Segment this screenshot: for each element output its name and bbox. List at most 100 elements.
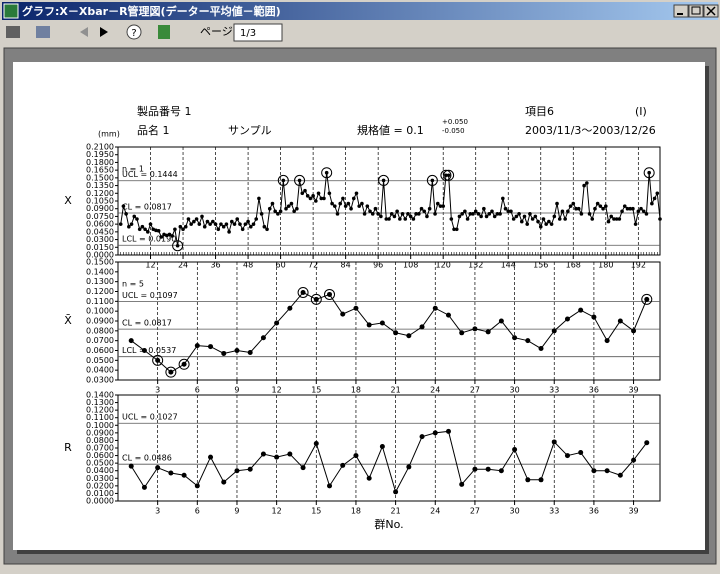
out-of-control-marker	[426, 174, 438, 186]
data-point	[379, 443, 385, 449]
data-point	[509, 209, 513, 214]
data-point	[349, 206, 353, 211]
data-point	[167, 232, 172, 237]
data-point	[224, 222, 229, 226]
x-tick-label: 39	[628, 386, 638, 395]
data-point	[162, 232, 166, 237]
minimize-button[interactable]	[673, 4, 689, 18]
data-point	[211, 219, 215, 224]
x-tick-label: 30	[509, 386, 519, 395]
data-point	[641, 209, 646, 214]
data-point	[571, 201, 576, 206]
exit-button[interactable]	[158, 25, 170, 39]
data-point	[208, 454, 214, 460]
data-point	[511, 217, 516, 221]
data-point	[208, 222, 212, 226]
zoom-button[interactable]	[36, 26, 50, 38]
data-point	[146, 230, 150, 234]
data-point	[238, 222, 242, 226]
out-of-control-marker	[643, 167, 655, 179]
data-point	[517, 212, 521, 216]
data-point	[387, 217, 391, 221]
data-line	[130, 430, 648, 494]
y-tick-label: 0.0500	[86, 459, 114, 468]
data-point	[381, 178, 386, 183]
data-point	[235, 217, 240, 221]
data-point	[338, 201, 343, 206]
data-point	[128, 338, 134, 344]
data-point	[181, 227, 185, 232]
data-point	[254, 217, 259, 221]
data-point	[240, 227, 245, 232]
data-point	[300, 289, 306, 295]
prev-button[interactable]	[80, 27, 88, 37]
data-point	[644, 296, 650, 302]
data-point	[327, 291, 333, 297]
data-point	[525, 338, 531, 344]
data-point	[609, 214, 614, 219]
data-point	[340, 462, 346, 468]
next-button[interactable]	[100, 27, 108, 37]
data-point	[257, 196, 261, 201]
data-point	[316, 191, 321, 196]
data-point	[366, 475, 372, 481]
data-point	[406, 212, 410, 216]
data-point	[202, 224, 207, 229]
help-button[interactable]	[126, 24, 142, 40]
y-tick-label: 0.1950	[86, 150, 114, 159]
data-point	[432, 430, 438, 436]
data-point	[340, 311, 346, 317]
x-tick-label: 12	[272, 507, 282, 516]
data-point	[644, 440, 650, 446]
data-point	[495, 212, 500, 216]
data-point	[465, 217, 470, 221]
data-point	[354, 191, 359, 196]
data-point	[568, 204, 573, 208]
data-point	[604, 468, 610, 474]
x-tick-label: 48	[243, 261, 253, 270]
y-tick-label: 0.0900	[86, 428, 114, 437]
data-point	[141, 484, 147, 490]
data-point	[173, 227, 177, 232]
product-no: 製品番号 1	[137, 104, 192, 118]
y-tick-label: 0.1300	[86, 398, 114, 407]
data-point	[430, 178, 435, 183]
data-point	[444, 173, 448, 178]
data-point	[400, 212, 405, 216]
data-line	[130, 291, 648, 373]
data-point	[373, 206, 378, 211]
data-point	[566, 209, 570, 214]
data-point	[234, 468, 240, 474]
data-point	[604, 338, 610, 344]
paper	[13, 62, 705, 550]
limit-label: CL = 0.0817	[122, 202, 172, 211]
data-point	[346, 201, 351, 206]
data-point	[471, 212, 475, 216]
data-point	[454, 227, 459, 232]
out-of-control-marker	[294, 174, 306, 186]
y-tick-label: 0.1350	[86, 181, 114, 190]
data-point	[143, 227, 147, 232]
data-point	[267, 206, 272, 211]
print-button[interactable]	[6, 26, 20, 38]
y-tick-label: 0.0300	[86, 474, 114, 483]
out-of-control-marker	[178, 358, 190, 370]
data-point	[551, 328, 557, 334]
data-point	[650, 201, 654, 206]
data-point	[538, 346, 544, 352]
data-point	[265, 227, 269, 232]
data-point	[433, 212, 437, 216]
data-point	[628, 206, 632, 211]
x-tick-label: 96	[373, 261, 383, 270]
data-point	[287, 305, 293, 311]
x-tick-label: 21	[391, 507, 401, 516]
data-point	[379, 214, 383, 219]
data-point	[159, 235, 164, 239]
data-point	[633, 222, 638, 226]
y-tick-label: 0.1400	[86, 267, 114, 276]
page-input[interactable]	[233, 23, 283, 42]
data-point	[604, 204, 608, 208]
x-tick-label: 6	[195, 507, 200, 516]
data-point	[189, 222, 193, 226]
out-of-control-marker	[165, 366, 177, 378]
